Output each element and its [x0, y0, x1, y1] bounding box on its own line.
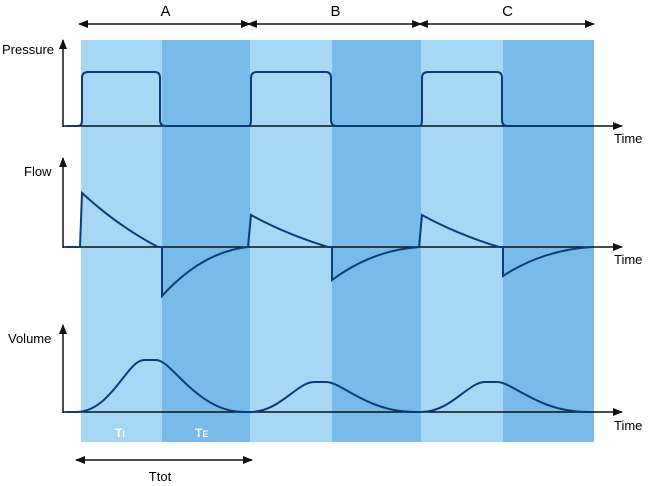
inspiratory-time-label: TI [115, 426, 125, 440]
pressure-trace [66, 71, 594, 127]
expiration-band [332, 40, 421, 442]
phase-bands [81, 40, 594, 442]
cycle-label: B [330, 3, 340, 20]
expiratory-time-label: TE [195, 426, 208, 440]
volume-time-label: Time [614, 418, 642, 433]
flow-trace [66, 190, 593, 299]
volume-trace [66, 359, 594, 413]
inspiration-band [81, 40, 162, 442]
total-time-label: Ttot [149, 469, 172, 484]
inspiration-band [250, 40, 332, 442]
cycle-arrows: A B C [78, 3, 595, 28]
cycle-label: C [502, 3, 513, 20]
expiration-band [503, 40, 594, 442]
flow-time-label: Time [614, 252, 642, 267]
expiration-band [162, 40, 250, 442]
cycle-label: A [160, 3, 170, 20]
flow-axis-label: Flow [24, 164, 52, 179]
pressure-time-label: Time [614, 131, 642, 146]
pressure-axis-label: Pressure [2, 42, 54, 57]
volume-axis-label: Volume [8, 331, 51, 346]
inspiration-band [421, 40, 503, 442]
